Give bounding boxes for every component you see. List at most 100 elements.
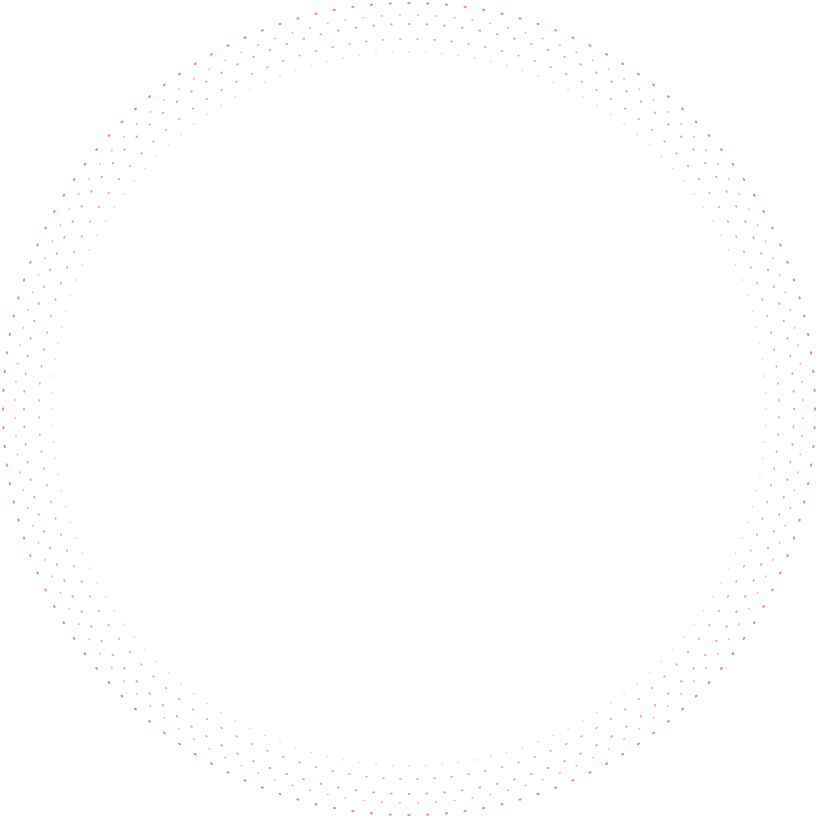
ring-dot — [715, 639, 718, 643]
ring-dot — [500, 49, 504, 52]
ring-dot — [518, 17, 522, 20]
ring-dot — [799, 453, 802, 456]
ring-dot — [720, 666, 723, 670]
ring-dot — [209, 53, 213, 56]
ring-dot — [362, 799, 365, 802]
ring-dot — [738, 192, 741, 196]
ring-dot — [26, 460, 29, 464]
ring-dot — [755, 489, 758, 492]
ring-dot — [443, 791, 446, 794]
ring-dot — [766, 500, 769, 504]
ring-dot — [755, 326, 758, 329]
ring-dot — [62, 621, 66, 625]
ring-dot — [707, 681, 711, 684]
ring-dot — [764, 240, 767, 243]
ring-dot — [37, 512, 40, 516]
ring-dot — [29, 554, 32, 558]
ring-dot — [209, 762, 213, 765]
ring-dot — [623, 123, 626, 125]
ring-dot — [148, 692, 151, 695]
ring-dot — [122, 135, 126, 138]
ring-dot — [666, 720, 670, 723]
ring-dot — [636, 682, 638, 685]
ring-dot — [803, 500, 806, 504]
ring-dot — [652, 731, 656, 735]
ring-dot — [90, 190, 93, 193]
ring-dot — [761, 358, 764, 361]
ring-dot — [775, 364, 778, 368]
ring-dot — [457, 761, 460, 764]
ring-dot — [99, 652, 102, 655]
ring-dot — [193, 752, 197, 756]
ring-dot — [49, 314, 52, 318]
ring-dot — [266, 749, 269, 752]
ring-dot — [694, 694, 698, 698]
ring-dot — [81, 552, 84, 555]
ring-dot — [8, 332, 12, 336]
ring-dot — [792, 278, 796, 282]
ring-dot — [666, 110, 669, 113]
ring-dot — [152, 675, 155, 678]
ring-dot — [59, 224, 62, 227]
ring-dot — [42, 529, 46, 533]
ring-dot — [348, 42, 351, 45]
ring-dot — [88, 638, 91, 641]
ring-dot — [595, 744, 598, 747]
ring-dot — [453, 16, 456, 19]
ring-dot — [762, 209, 765, 213]
ring-dot — [369, 812, 374, 815]
ring-dot — [489, 793, 492, 796]
ring-dot — [803, 314, 806, 318]
ring-dot — [789, 354, 792, 358]
ring-dot — [60, 326, 63, 329]
ring-dot — [3, 444, 6, 449]
ring-dot — [19, 344, 22, 347]
ring-dot — [771, 588, 774, 592]
ring-dot — [54, 298, 57, 301]
ring-dot — [351, 5, 355, 9]
ring-dot — [652, 99, 655, 102]
ring-dot — [77, 622, 80, 626]
ring-dot — [72, 636, 76, 640]
ring-dot — [243, 36, 247, 39]
ring-dot — [38, 416, 41, 419]
ring-dot — [64, 505, 67, 508]
ring-dot — [789, 506, 792, 510]
ring-dot — [354, 789, 358, 792]
ring-dot — [250, 73, 254, 76]
ring-dot — [252, 55, 255, 58]
ring-dot — [500, 803, 504, 806]
ring-dot — [226, 44, 230, 47]
ring-dot — [208, 68, 211, 71]
ring-dot — [707, 134, 711, 137]
ring-dot — [336, 786, 340, 789]
ring-dot — [623, 708, 627, 711]
ring-dot — [716, 652, 719, 655]
ring-dot — [444, 3, 449, 6]
ring-dot — [792, 536, 796, 540]
ring-dot — [177, 727, 180, 730]
ring-dot — [609, 702, 612, 705]
ring-dot — [362, 16, 365, 19]
ring-dot — [622, 77, 626, 80]
ring-dot — [75, 536, 77, 539]
ring-dot — [224, 756, 227, 759]
ring-dot — [52, 375, 55, 378]
ring-dot — [220, 744, 223, 747]
ring-dot — [208, 747, 211, 750]
ring-dot — [31, 524, 34, 527]
ring-dot — [663, 140, 666, 143]
ring-dot — [33, 495, 36, 499]
ring-dot — [467, 42, 470, 45]
ring-dot — [693, 623, 695, 626]
ring-dot — [610, 735, 613, 738]
ring-dot — [546, 766, 550, 770]
ring-dot — [190, 90, 193, 93]
ring-dot — [155, 155, 158, 158]
ring-dot — [752, 621, 756, 625]
ring-dot — [697, 637, 701, 640]
ring-dot — [727, 177, 730, 180]
ring-dot — [149, 705, 152, 708]
ring-dot — [42, 467, 45, 470]
ring-dot — [440, 52, 443, 55]
